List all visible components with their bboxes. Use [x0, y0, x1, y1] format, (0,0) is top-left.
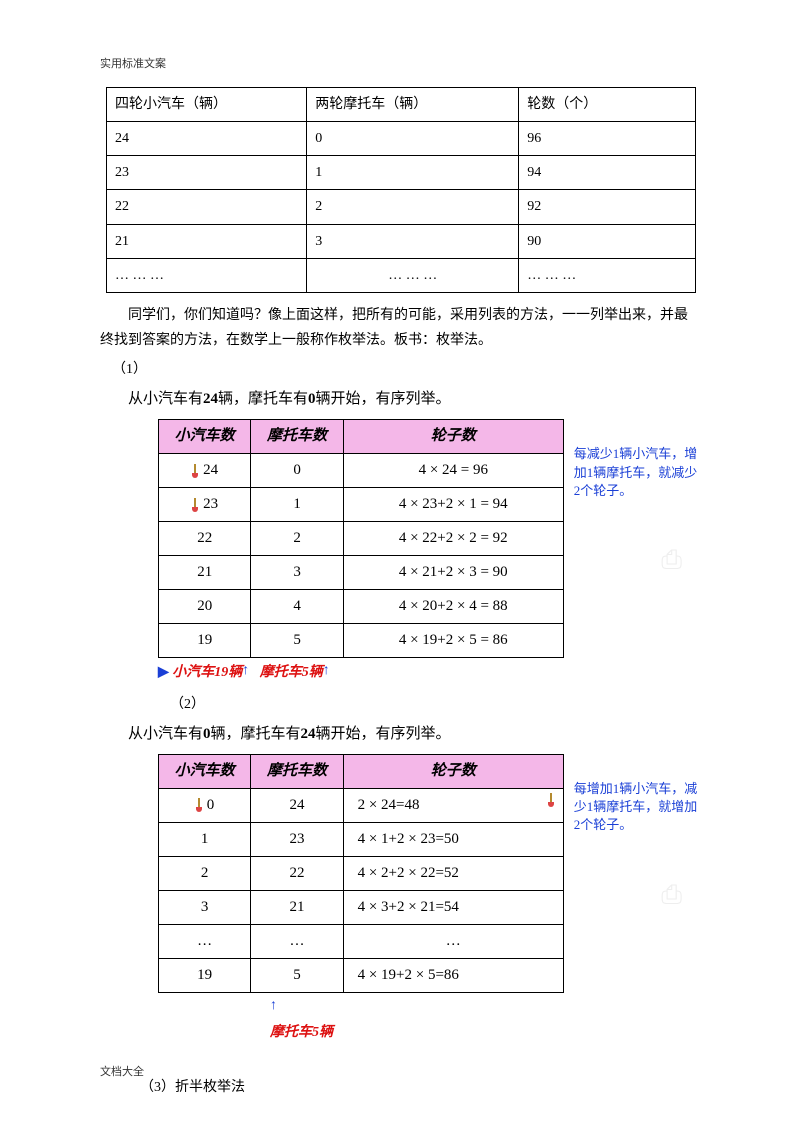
section-3-label: （3）折半枚举法 — [140, 1075, 700, 1100]
page-footer: 文档大全 — [100, 1063, 144, 1083]
table-row: 21390 — [107, 224, 696, 258]
col-cars: 小汽车数 — [159, 754, 251, 788]
figure-1-below-note: ▶ 小汽车19辆↑ 摩托车5辆↑ — [158, 660, 700, 685]
brush-icon — [547, 793, 555, 807]
table-header-row: 四轮小汽车（辆） 两轮摩托车（辆） 轮数（个） — [107, 87, 696, 121]
table-row: 24096 — [107, 121, 696, 155]
section-1-label: （1） — [112, 357, 700, 382]
figure-1: 从小汽车有24辆，摩托车有0辆开始，有序列举。 小汽车数 摩托车数 轮子数 24… — [100, 386, 700, 685]
brush-icon — [191, 464, 199, 478]
figure-2: 从小汽车有0辆，摩托车有24辆开始，有序列举。 小汽车数 摩托车数 轮子数 02… — [100, 721, 700, 1045]
col-motorbikes: 摩托车数 — [251, 420, 343, 454]
col-motorbikes: 两轮摩托车（辆） — [307, 87, 519, 121]
brush-icon — [191, 498, 199, 512]
figure-2-table: 小汽车数 摩托车数 轮子数 0242 × 24=48 1234 × 1+2 × … — [158, 754, 564, 993]
table-row: 23194 — [107, 156, 696, 190]
page-header: 实用标准文案 — [100, 55, 700, 75]
table-possibilities: 四轮小汽车（辆） 两轮摩托车（辆） 轮数（个） 24096 23194 2229… — [106, 87, 696, 293]
col-wheels: 轮子数 — [343, 754, 563, 788]
col-cars: 小汽车数 — [159, 420, 251, 454]
brush-icon — [195, 798, 203, 812]
col-cars: 四轮小汽车（辆） — [107, 87, 307, 121]
section-2-label: （2） — [170, 692, 700, 717]
figure-1-side-note: 每减少1辆小汽车，增加1辆摩托车，就减少2个轮子。 — [574, 445, 700, 500]
page: 实用标准文案 四轮小汽车（辆） 两轮摩托车（辆） 轮数（个） 24096 231… — [0, 0, 800, 1133]
figure-2-side-note: 每增加1辆小汽车，减少1辆摩托车，就增加2个轮子。 — [574, 780, 700, 835]
figure-2-title: 从小汽车有0辆，摩托车有24辆开始，有序列举。 — [128, 721, 700, 748]
table-row: 22292 — [107, 190, 696, 224]
table-row: … … …… … …… … … — [107, 258, 696, 292]
col-wheels: 轮数（个） — [519, 87, 696, 121]
col-motorbikes: 摩托车数 — [251, 754, 343, 788]
figure-1-title: 从小汽车有24辆，摩托车有0辆开始，有序列举。 — [128, 386, 700, 413]
figure-2-below-note: ↑摩托车5辆 — [270, 995, 700, 1045]
figure-1-table: 小汽车数 摩托车数 轮子数 2404 × 24 = 96 2314 × 23+2… — [158, 419, 564, 658]
paragraph-explain: 同学们，你们知道吗？像上面这样，把所有的可能，采用列表的方法，一一列举出来，并最… — [100, 303, 700, 353]
col-wheels: 轮子数 — [343, 420, 563, 454]
